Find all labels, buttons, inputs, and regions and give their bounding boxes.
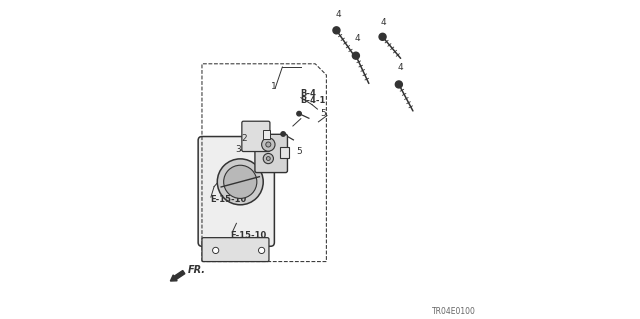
Circle shape xyxy=(333,27,340,34)
FancyBboxPatch shape xyxy=(263,130,270,139)
FancyBboxPatch shape xyxy=(255,134,287,173)
Text: 5: 5 xyxy=(296,147,302,156)
Circle shape xyxy=(396,81,403,88)
Circle shape xyxy=(266,142,271,147)
Circle shape xyxy=(353,52,360,59)
Circle shape xyxy=(213,248,218,253)
Text: 4: 4 xyxy=(397,63,403,72)
Text: FR.: FR. xyxy=(188,265,205,275)
Text: B-4-1: B-4-1 xyxy=(300,96,326,105)
FancyBboxPatch shape xyxy=(280,147,289,158)
Text: E-15-10: E-15-10 xyxy=(210,195,246,204)
FancyBboxPatch shape xyxy=(198,137,275,246)
Text: 4: 4 xyxy=(381,19,387,27)
Circle shape xyxy=(260,249,264,252)
Text: B-4: B-4 xyxy=(300,89,316,98)
Circle shape xyxy=(281,132,285,136)
Circle shape xyxy=(259,248,264,253)
Circle shape xyxy=(218,159,263,205)
Text: 1: 1 xyxy=(271,82,276,91)
Text: 2: 2 xyxy=(241,134,247,143)
Circle shape xyxy=(223,165,257,198)
FancyBboxPatch shape xyxy=(202,238,269,262)
Text: E-15-10: E-15-10 xyxy=(230,231,266,240)
Circle shape xyxy=(262,138,275,151)
Circle shape xyxy=(214,249,218,252)
Text: 5: 5 xyxy=(320,109,326,118)
FancyBboxPatch shape xyxy=(242,121,270,152)
Circle shape xyxy=(266,157,270,160)
Circle shape xyxy=(263,153,273,164)
Text: 4: 4 xyxy=(355,34,360,43)
Text: TR04E0100: TR04E0100 xyxy=(433,307,476,315)
FancyArrow shape xyxy=(170,271,185,281)
Text: 4: 4 xyxy=(336,10,341,19)
Circle shape xyxy=(379,33,386,40)
Circle shape xyxy=(297,111,301,116)
Text: 3: 3 xyxy=(235,145,241,154)
